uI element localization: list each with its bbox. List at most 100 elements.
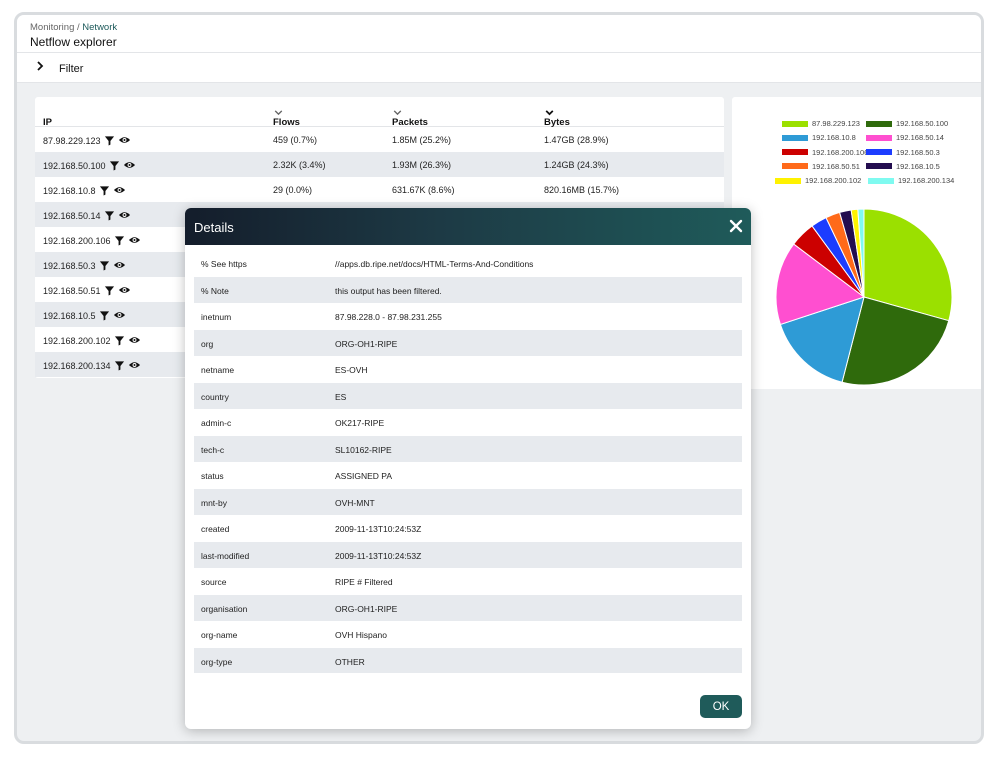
breadcrumb-monitoring[interactable]: Monitoring (30, 22, 75, 33)
funnel-icon[interactable] (114, 235, 125, 246)
detail-key: % See https (201, 259, 247, 269)
detail-value: 87.98.228.0 - 87.98.231.255 (335, 312, 442, 322)
column-header-flows[interactable]: Flows (273, 107, 300, 128)
ip-value: 192.168.200.106 (43, 235, 111, 246)
eye-icon[interactable] (128, 360, 141, 371)
ip-cell: 87.98.229.123 (43, 135, 131, 146)
column-header-bytes[interactable]: Bytes (544, 107, 570, 128)
legend-label: 192.168.50.14 (896, 133, 944, 143)
table-row[interactable]: 87.98.229.123 459 (0.7%) 1.85M (25.2%) 1.47… (35, 127, 724, 152)
legend-swatch (866, 120, 892, 127)
eye-icon[interactable] (118, 210, 131, 221)
funnel-icon[interactable] (104, 135, 115, 146)
table-row[interactable]: 192.168.50.100 2.32K (3.4%) 1.93M (26.3%) 1… (35, 152, 724, 177)
funnel-icon[interactable] (104, 210, 115, 221)
detail-value: ASSIGNED PA (335, 471, 392, 481)
eye-icon[interactable] (113, 260, 126, 271)
legend-swatch (782, 134, 808, 141)
legend-item[interactable]: 192.168.50.3 (866, 148, 940, 157)
ip-value: 192.168.200.134 (43, 360, 111, 371)
close-icon[interactable] (727, 217, 745, 235)
funnel-icon[interactable] (114, 335, 125, 346)
legend-row: 192.168.200.102 192.168.200.134 (732, 176, 981, 188)
legend-swatch (782, 149, 808, 156)
legend-item[interactable]: 192.168.200.102 (775, 176, 861, 185)
ip-cell: 192.168.50.3 (43, 260, 126, 271)
detail-value: OVH Hispano (335, 630, 387, 640)
detail-value: OTHER (335, 656, 365, 667)
packets-cell: 1.85M (25.2%) (392, 135, 452, 145)
detail-value: //apps.db.ripe.net/docs/HTML-Terms-And-C… (335, 259, 534, 269)
funnel-icon[interactable] (109, 160, 120, 171)
detail-key: org-name (201, 630, 238, 640)
ip-value: 192.168.50.100 (43, 160, 106, 171)
legend-item[interactable]: 192.168.50.51 (782, 162, 860, 171)
chevron-down-icon (545, 110, 554, 116)
pie-slice[interactable] (841, 296, 950, 386)
column-flows-label: Flows (273, 117, 300, 128)
eye-icon[interactable] (128, 235, 141, 246)
chevron-right-icon[interactable] (33, 59, 47, 73)
details-list[interactable]: % See https //apps.db.ripe.net/docs/HTML-… (194, 250, 742, 673)
legend-row: 87.98.229.123 192.168.50.100 (732, 119, 981, 131)
detail-key: mnt-by (201, 497, 227, 508)
ip-cell: 192.168.200.102 (43, 335, 141, 346)
eye-icon[interactable] (118, 135, 131, 146)
filter-bar[interactable]: Filter (17, 53, 981, 83)
pie-slice[interactable] (863, 208, 953, 322)
column-bytes-label: Bytes (544, 117, 570, 128)
bytes-cell: 820.16MB (15.7%) (544, 185, 620, 195)
eye-icon[interactable] (118, 285, 131, 296)
detail-key: org (201, 338, 214, 349)
detail-key: last-modified (201, 550, 250, 561)
breadcrumb-network[interactable]: Network (82, 22, 118, 33)
ip-cell: 192.168.200.134 (43, 360, 141, 371)
legend-item[interactable]: 192.168.200.134 (868, 176, 954, 185)
detail-value: ORG-OH1-RIPE (335, 338, 398, 349)
ip-value: 192.168.50.3 (43, 260, 96, 271)
legend-item[interactable]: 192.168.50.100 (866, 119, 948, 128)
detail-key: created (201, 524, 230, 534)
table-row[interactable]: 192.168.10.8 29 (0.0%) 631.67K (8.6%) 820.1… (35, 177, 724, 202)
ok-button[interactable]: OK (700, 695, 742, 718)
funnel-icon[interactable] (114, 360, 125, 371)
ip-value: 192.168.50.51 (43, 285, 101, 296)
eye-icon[interactable] (113, 185, 126, 196)
legend-item[interactable]: 192.168.10.5 (866, 162, 940, 171)
pie-slice[interactable] (779, 296, 865, 383)
detail-value: ES (335, 391, 347, 402)
detail-key: organisation (201, 603, 248, 614)
legend-item[interactable]: 192.168.200.106 (782, 148, 868, 157)
flows-cell: 2.32K (3.4%) (273, 160, 326, 170)
legend-item[interactable]: 192.168.10.8 (782, 133, 856, 142)
eye-icon[interactable] (123, 160, 136, 171)
pie-slice[interactable] (857, 208, 865, 298)
ip-value: 192.168.200.102 (43, 335, 111, 346)
flows-cell: 29 (0.0%) (273, 185, 313, 195)
legend-item[interactable]: 87.98.229.123 (782, 119, 860, 128)
legend-label: 192.168.50.100 (896, 119, 949, 128)
detail-row: organisation ORG-OH1-RIPE (194, 594, 742, 621)
detail-row: admin-c OK217-RIPE (194, 409, 742, 436)
modal-header: Details (185, 208, 751, 245)
funnel-icon[interactable] (104, 285, 115, 296)
detail-value: ES-OVH (335, 365, 368, 375)
funnel-icon[interactable] (99, 260, 110, 271)
table-row[interactable]: 192.168.200.102 (35, 327, 724, 352)
legend-label: 192.168.50.51 (812, 161, 860, 171)
funnel-icon[interactable] (99, 310, 110, 321)
table-row[interactable]: 192.168.200.106 (35, 227, 724, 252)
pie-slice[interactable] (775, 243, 866, 326)
legend-swatch (782, 163, 808, 170)
column-header-packets[interactable]: Packets (392, 107, 428, 128)
legend-item[interactable]: 192.168.50.14 (866, 133, 944, 142)
eye-icon[interactable] (113, 310, 126, 321)
table-row[interactable]: 192.168.50.51 (35, 277, 724, 302)
detail-row: source RIPE # Filtered (194, 568, 742, 595)
column-ip-label: IP (43, 117, 52, 128)
filter-label[interactable]: Filter (59, 63, 84, 75)
eye-icon[interactable] (128, 335, 141, 346)
detail-value: 2009-11-13T10:24:53Z (335, 524, 422, 534)
funnel-icon[interactable] (99, 185, 110, 196)
header: Monitoring / Network Netflow explorer (17, 15, 981, 53)
